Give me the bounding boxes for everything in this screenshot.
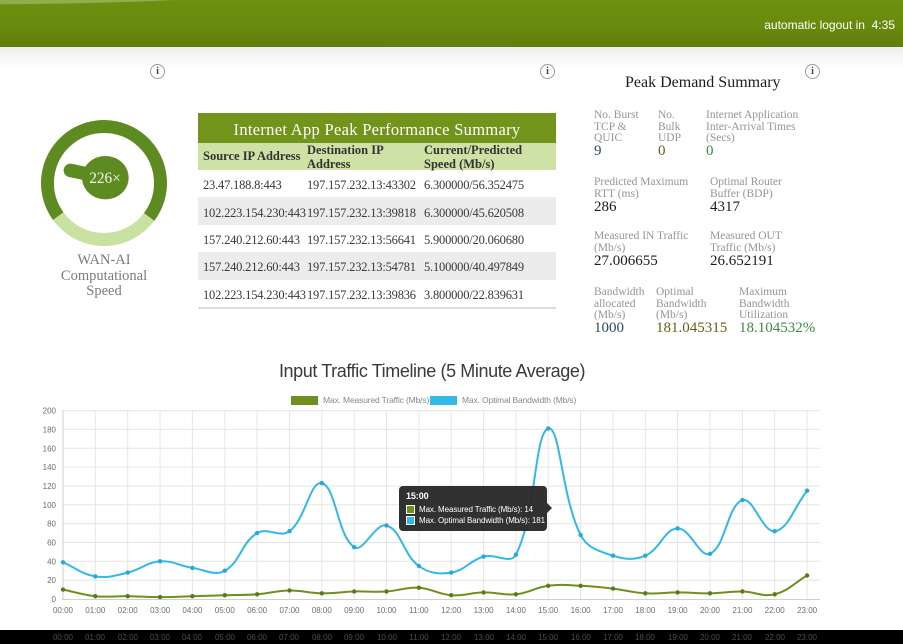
svg-text:17:00: 17:00 bbox=[603, 606, 624, 615]
svg-text:60: 60 bbox=[47, 539, 56, 548]
svg-text:02:00: 02:00 bbox=[118, 606, 139, 615]
svg-text:05:00: 05:00 bbox=[215, 606, 236, 615]
svg-text:80: 80 bbox=[47, 520, 56, 529]
svg-text:10:00: 10:00 bbox=[376, 606, 397, 615]
svg-text:20:00: 20:00 bbox=[700, 606, 721, 615]
svg-text:09:00: 09:00 bbox=[344, 606, 365, 615]
svg-text:16:00: 16:00 bbox=[571, 606, 592, 615]
svg-text:22:00: 22:00 bbox=[765, 606, 786, 615]
svg-text:226×: 226× bbox=[89, 170, 121, 187]
svg-text:14:00: 14:00 bbox=[506, 606, 527, 615]
svg-text:01:00: 01:00 bbox=[85, 606, 106, 615]
svg-text:13:00: 13:00 bbox=[474, 606, 495, 615]
svg-text:00:00: 00:00 bbox=[53, 606, 74, 615]
svg-text:15:00: 15:00 bbox=[538, 606, 559, 615]
svg-text:100: 100 bbox=[43, 501, 57, 510]
svg-text:21:00: 21:00 bbox=[732, 606, 753, 615]
svg-text:120: 120 bbox=[43, 482, 57, 491]
svg-text:11:00: 11:00 bbox=[409, 606, 429, 615]
svg-text:180: 180 bbox=[43, 425, 57, 434]
svg-text:140: 140 bbox=[43, 463, 57, 472]
svg-text:200: 200 bbox=[43, 407, 57, 416]
svg-text:04:00: 04:00 bbox=[182, 606, 203, 615]
svg-text:08:00: 08:00 bbox=[312, 606, 333, 615]
svg-text:12:00: 12:00 bbox=[441, 606, 462, 615]
svg-text:0: 0 bbox=[52, 595, 57, 604]
svg-text:19:00: 19:00 bbox=[668, 606, 689, 615]
svg-text:18:00: 18:00 bbox=[635, 606, 656, 615]
svg-text:20: 20 bbox=[47, 576, 56, 585]
svg-text:40: 40 bbox=[47, 557, 56, 566]
svg-text:23:00: 23:00 bbox=[797, 606, 818, 615]
svg-text:160: 160 bbox=[43, 444, 57, 453]
svg-text:07:00: 07:00 bbox=[279, 606, 300, 615]
svg-text:06:00: 06:00 bbox=[247, 606, 268, 615]
svg-text:03:00: 03:00 bbox=[150, 606, 171, 615]
